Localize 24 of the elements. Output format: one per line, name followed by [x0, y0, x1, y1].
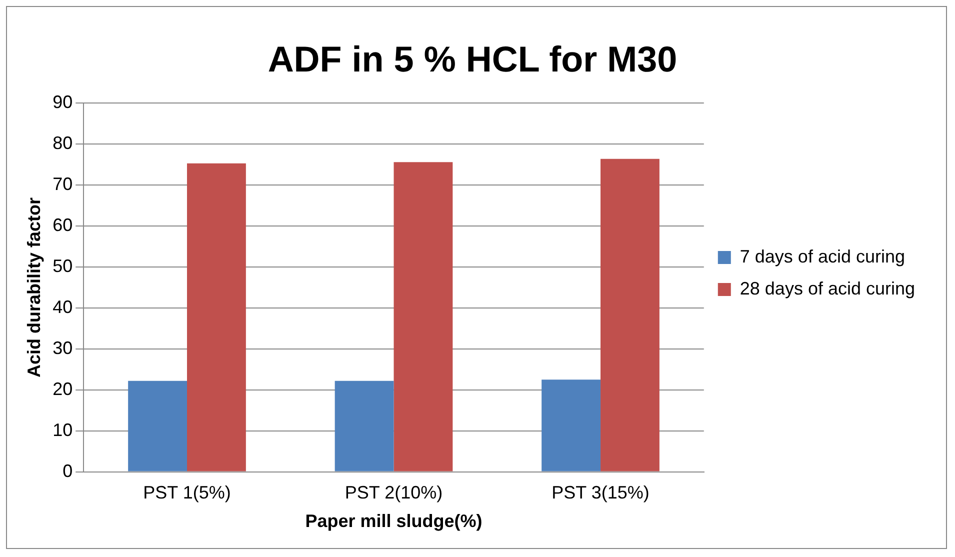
- y-tick-label: 70: [52, 174, 73, 194]
- bar: [334, 380, 394, 472]
- y-tick-label: 80: [52, 133, 73, 154]
- y-tick-label: 40: [52, 296, 73, 317]
- x-tick-label: PST 2(10%): [344, 482, 443, 503]
- y-tick-label: 20: [52, 378, 73, 399]
- y-tick-label: 30: [52, 338, 73, 358]
- legend-label: 7 days of acid curing: [740, 246, 905, 266]
- legend-label: 28 days of acid curing: [740, 278, 916, 298]
- y-tick-label: 90: [52, 92, 73, 112]
- bar: [600, 158, 660, 472]
- chart-title: ADF in 5 % HCL for M30: [268, 38, 678, 80]
- y-axis-title: Acid durability factor: [24, 197, 44, 378]
- bar: [128, 380, 187, 472]
- x-tick-label: PST 1(5%): [143, 482, 231, 503]
- y-tick-label: 0: [62, 460, 73, 481]
- y-tick-label: 10: [52, 420, 73, 440]
- y-tick-label: 60: [52, 215, 73, 236]
- bar: [394, 162, 453, 472]
- x-axis-title: Paper mill sludge(%): [305, 511, 482, 532]
- x-tick-label: PST 3(15%): [552, 482, 650, 503]
- y-tick-label: 50: [52, 256, 73, 276]
- bar: [187, 163, 246, 472]
- bar: [542, 380, 601, 472]
